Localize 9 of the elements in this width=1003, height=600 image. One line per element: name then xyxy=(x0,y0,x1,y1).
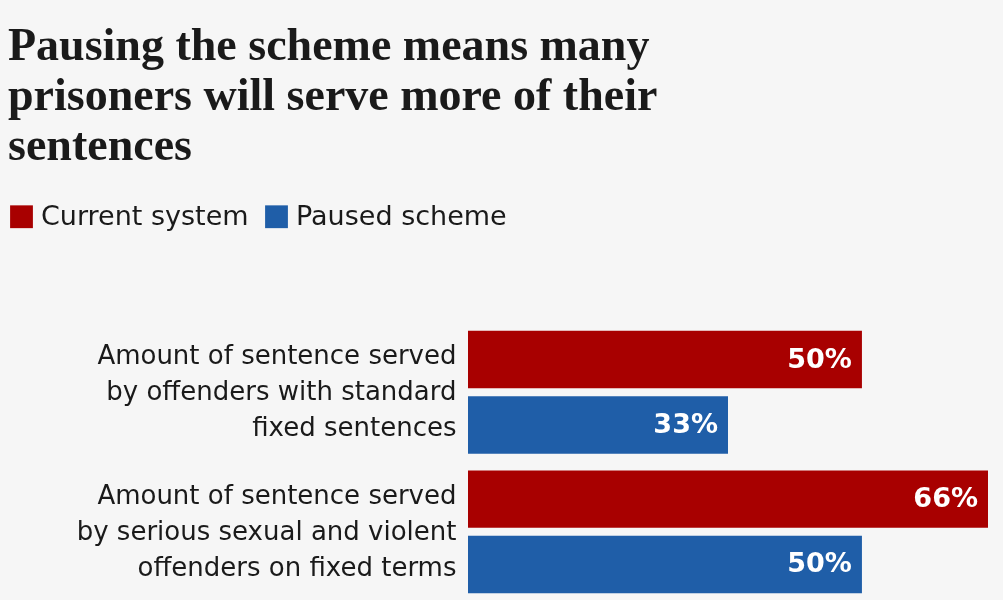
data-label: 50% xyxy=(787,342,852,374)
y-tick-label: Amount of sentence served by offenders with standard fixed sentences xyxy=(97,340,457,443)
chart-title: Pausing the scheme means many prisoners will serve more of their sentences xyxy=(8,19,658,170)
y-tick-label: Amount of sentence served by serious sexual and violent offenders on fixed terms xyxy=(76,479,457,582)
data-label: 33% xyxy=(653,407,718,439)
legend-label: Current system xyxy=(41,199,249,231)
data-label: 66% xyxy=(913,482,978,514)
data-label: 50% xyxy=(787,547,852,579)
legend-label: Paused scheme xyxy=(296,199,507,231)
